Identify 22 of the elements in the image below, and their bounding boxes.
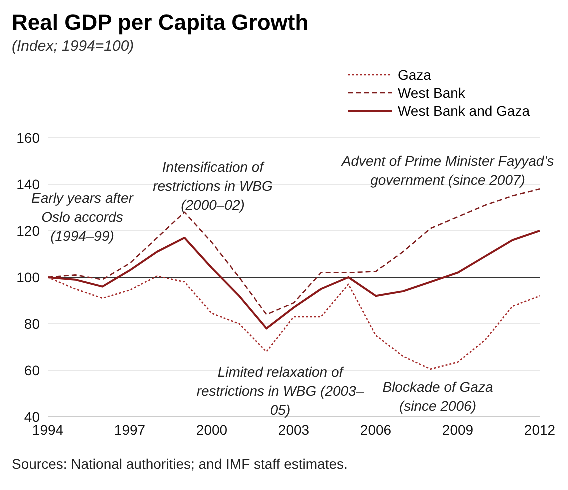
x-tick-label: 2012: [524, 422, 556, 438]
annotation: Blockade of Gaza (since 2006): [382, 378, 494, 416]
y-tick-label: 80: [24, 316, 40, 332]
y-tick-label: 60: [24, 362, 40, 378]
x-tick-label: 2006: [360, 422, 392, 438]
y-tick-label: 120: [16, 222, 40, 239]
annotation: Limited relaxation of restrictions in WBG (2003–05): [196, 363, 366, 420]
y-tick-label: 160: [16, 130, 40, 146]
annotation: Intensification of restrictions in WBG (2000–02): [152, 158, 274, 215]
legend-label: Gaza: [398, 67, 432, 83]
annotation: Advent of Prime Minister Fayyad’s government (since 2007): [340, 152, 556, 190]
x-tick-label: 2003: [278, 422, 310, 438]
x-tick-label: 1997: [114, 422, 146, 438]
legend-label: West Bank: [398, 85, 466, 101]
y-tick-label: 140: [16, 176, 40, 192]
chart-title: Real GDP per Capita Growth: [12, 10, 309, 36]
source-note: Sources: National authorities; and IMF staff estimates.: [12, 456, 348, 472]
x-tick-label: 2000: [196, 422, 228, 438]
chart-subtitle: (Index; 1994=100): [12, 38, 134, 55]
y-tick-label: 100: [16, 269, 40, 286]
x-tick-label: 2009: [442, 422, 474, 438]
legend-label: West Bank and Gaza: [398, 103, 530, 119]
